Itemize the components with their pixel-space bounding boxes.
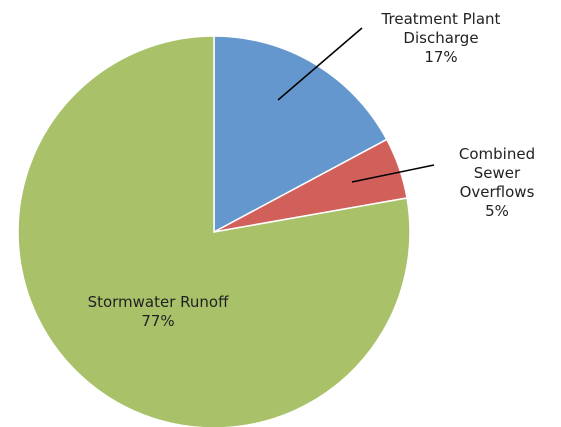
slices <box>17 35 411 427</box>
value-label: 5% <box>485 202 509 220</box>
category-label: Stormwater Runoff <box>87 293 229 311</box>
slice-label: Combined Sewer Overflows 5% <box>450 145 544 221</box>
value-label: 17% <box>424 48 458 66</box>
category-label: Treatment Plant Discharge <box>381 10 501 47</box>
category-label: Combined Sewer Overflows <box>458 145 536 201</box>
leader-line <box>277 27 363 101</box>
slice-label: Stormwater Runoff 77% <box>40 293 276 331</box>
slice-label: Treatment Plant Discharge 17% <box>368 10 514 67</box>
leader-line <box>351 164 435 183</box>
value-label: 77% <box>141 312 175 330</box>
pie-slice <box>17 35 411 427</box>
pie-slice <box>213 35 388 234</box>
